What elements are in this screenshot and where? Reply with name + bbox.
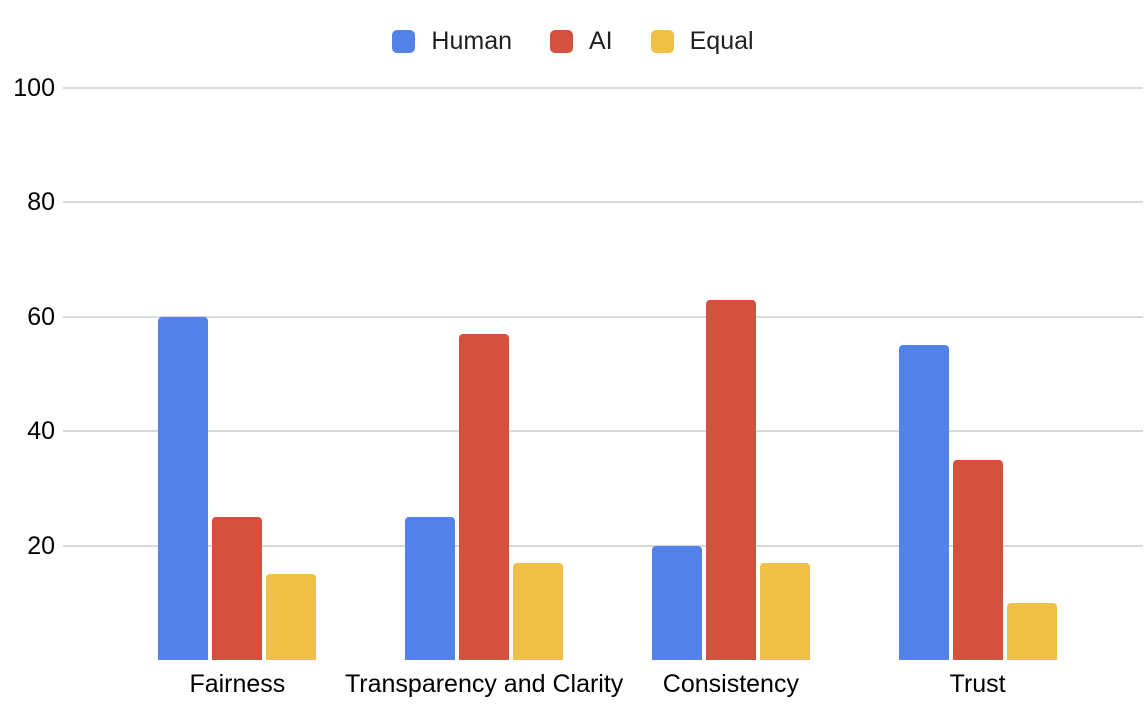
legend-swatch-equal bbox=[650, 30, 674, 53]
bar-equal bbox=[1006, 603, 1057, 660]
y-tick-label: 20 bbox=[27, 531, 55, 560]
gridline bbox=[63, 315, 1143, 318]
legend-item-human: Human bbox=[392, 29, 512, 54]
bar-group-trust: Trust bbox=[854, 88, 1101, 697]
bar-group-fairness: Fairness bbox=[114, 88, 361, 697]
legend-label: AI bbox=[589, 27, 613, 55]
bar-ai bbox=[212, 517, 263, 660]
y-tick-label: 60 bbox=[27, 302, 55, 331]
bar-equal bbox=[513, 563, 564, 660]
legend-item-ai: AI bbox=[550, 29, 613, 54]
bar-equal bbox=[266, 574, 317, 660]
legend-label: Human bbox=[431, 27, 512, 55]
bar-ai bbox=[705, 300, 756, 660]
y-tick-label: 40 bbox=[27, 417, 55, 446]
bar-human bbox=[405, 517, 456, 660]
gridline bbox=[63, 430, 1143, 433]
bar-equal bbox=[759, 563, 810, 660]
legend-item-equal: Equal bbox=[650, 27, 754, 55]
x-category-label: Consistency bbox=[662, 670, 799, 698]
legend-label: Equal bbox=[689, 27, 754, 55]
y-tick-label: 100 bbox=[13, 74, 55, 102]
bar-human bbox=[158, 317, 209, 660]
gridline bbox=[63, 201, 1143, 204]
x-category-label: Fairness bbox=[189, 670, 286, 698]
gridline bbox=[63, 87, 1143, 89]
x-category-label: Transparency and Clarity bbox=[344, 670, 624, 698]
x-category-label: Trust bbox=[949, 670, 1006, 698]
bar-human bbox=[651, 546, 702, 660]
bar-ai bbox=[952, 460, 1003, 660]
bar-human bbox=[898, 345, 949, 660]
bar-group-consistency: Consistency bbox=[608, 88, 855, 697]
legend-swatch-human bbox=[392, 30, 416, 53]
gridline bbox=[63, 544, 1143, 547]
bar-group-transparency-and-clarity: Transparency and Clarity bbox=[345, 88, 623, 697]
y-tick-label: 80 bbox=[27, 188, 55, 217]
chart-legend: Human AI Equal bbox=[0, 29, 1146, 54]
bar-ai bbox=[459, 334, 510, 660]
plot-area: Fairness Transparency and Clarity Consiste… bbox=[114, 88, 1101, 697]
legend-swatch-ai bbox=[550, 30, 573, 53]
